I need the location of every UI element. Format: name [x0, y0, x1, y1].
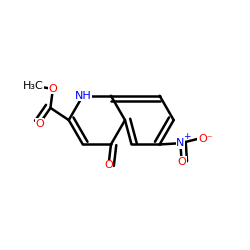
Text: +: + — [183, 132, 190, 141]
Text: O: O — [104, 160, 113, 170]
Text: O: O — [177, 156, 186, 166]
Text: N: N — [176, 138, 184, 148]
Text: O⁻: O⁻ — [198, 134, 213, 144]
Text: O: O — [35, 119, 44, 129]
Text: NH: NH — [74, 91, 91, 101]
Text: H₃C: H₃C — [22, 81, 43, 91]
Text: O: O — [48, 84, 57, 94]
